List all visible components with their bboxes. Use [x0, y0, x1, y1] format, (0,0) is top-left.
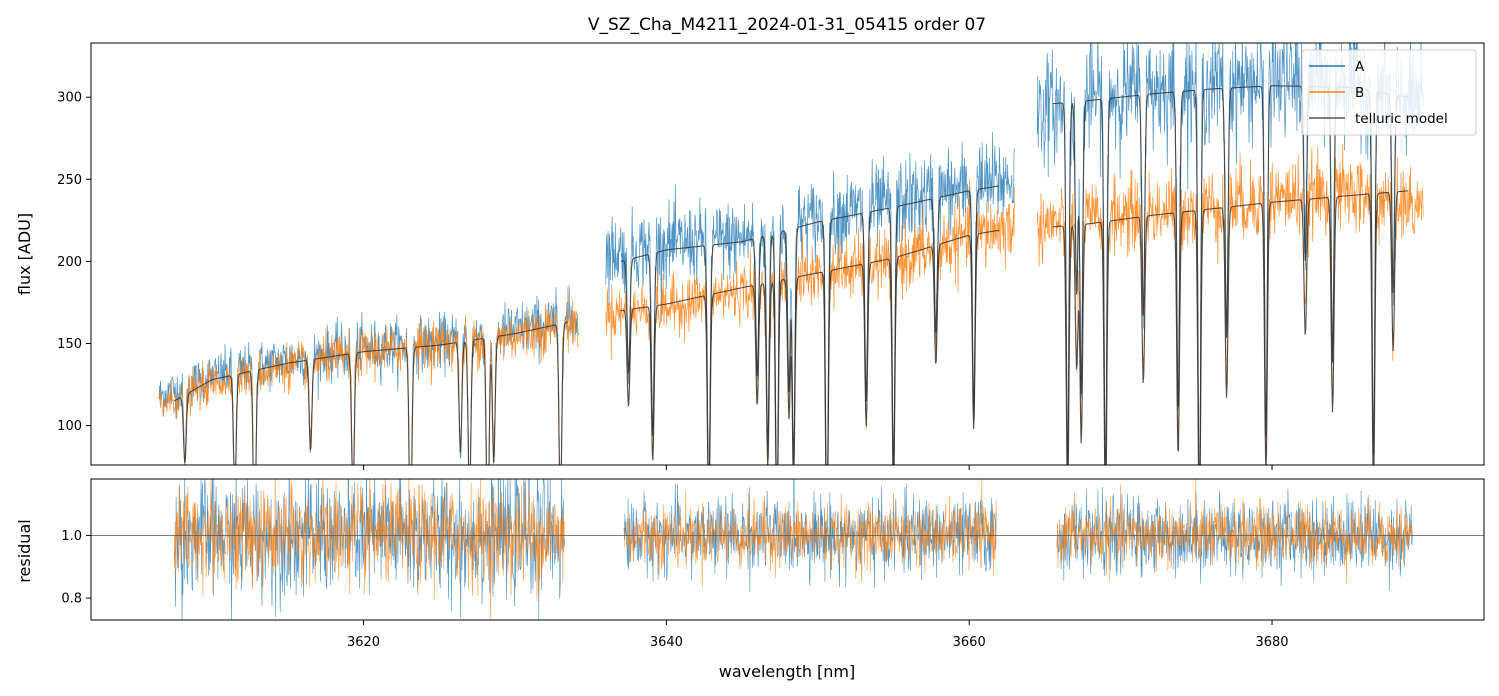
top-y-tick-label: 250 [57, 173, 82, 188]
bottom-y-label: residual [15, 519, 34, 582]
chart-title: V_SZ_Cha_M4211_2024-01-31_05415 order 07 [588, 15, 986, 35]
legend: A B telluric model [1301, 49, 1477, 136]
bottom-x-axis: 3620 3640 3660 3680 [347, 620, 1289, 650]
residual-b-segment-3 [1056, 479, 1413, 584]
series-telluric-model-segment-3 [620, 229, 999, 465]
bottom-x-tick-label: 3680 [1255, 635, 1288, 650]
top-y-label: flux [ADU] [15, 213, 34, 295]
series-a-segment-1 [158, 284, 579, 465]
top-y-tick-label: 150 [57, 337, 82, 352]
top-y-tick-label: 300 [57, 91, 82, 106]
top-x-axis [363, 465, 1273, 470]
top-y-tick-label: 100 [57, 419, 82, 434]
top-y-tick-label: 200 [57, 255, 82, 270]
bottom-y-tick-label: 1.0 [61, 529, 82, 544]
series-telluric-model-segment-2 [620, 185, 1000, 465]
bottom-x-tick-label: 3620 [347, 635, 380, 650]
bottom-x-tick-label: 3640 [650, 635, 683, 650]
residual-b-segment-2 [623, 479, 997, 589]
legend-label-a: A [1355, 59, 1365, 75]
bottom-axes-frame [90, 478, 1485, 621]
top-y-axis: 100 150 200 250 300 [57, 91, 91, 434]
series-b-segment-2 [605, 178, 1015, 465]
bottom-y-axis: 0.8 1.0 [61, 529, 91, 607]
series-telluric-model-segment-5 [1052, 190, 1408, 465]
series-telluric-model-segment-4 [1052, 85, 1408, 465]
top-panel: 100 150 200 250 300 flux [ADU] A B telluric … [15, 42, 1485, 470]
bottom-y-tick-label: 0.8 [61, 592, 82, 607]
bottom-x-tick-label: 3660 [953, 635, 986, 650]
legend-label-b: B [1355, 85, 1364, 101]
series-b-segment-3 [1036, 143, 1424, 465]
legend-label-telluric: telluric model [1355, 111, 1448, 127]
series-a-segment-2 [605, 132, 1015, 465]
series-telluric-model-segment-1 [173, 321, 568, 465]
bottom-panel: 0.8 1.0 3620 3640 3660 3680 residual wavelen… [15, 478, 1485, 681]
x-axis-label: wavelength [nm] [719, 662, 856, 681]
bottom-plot-area [91, 479, 1484, 620]
top-axes-frame [90, 42, 1485, 466]
legend-box [1301, 49, 1477, 136]
top-plot-area [158, 43, 1424, 465]
residual-b-segment-1 [174, 479, 565, 619]
series-b-segment-1 [158, 286, 579, 465]
